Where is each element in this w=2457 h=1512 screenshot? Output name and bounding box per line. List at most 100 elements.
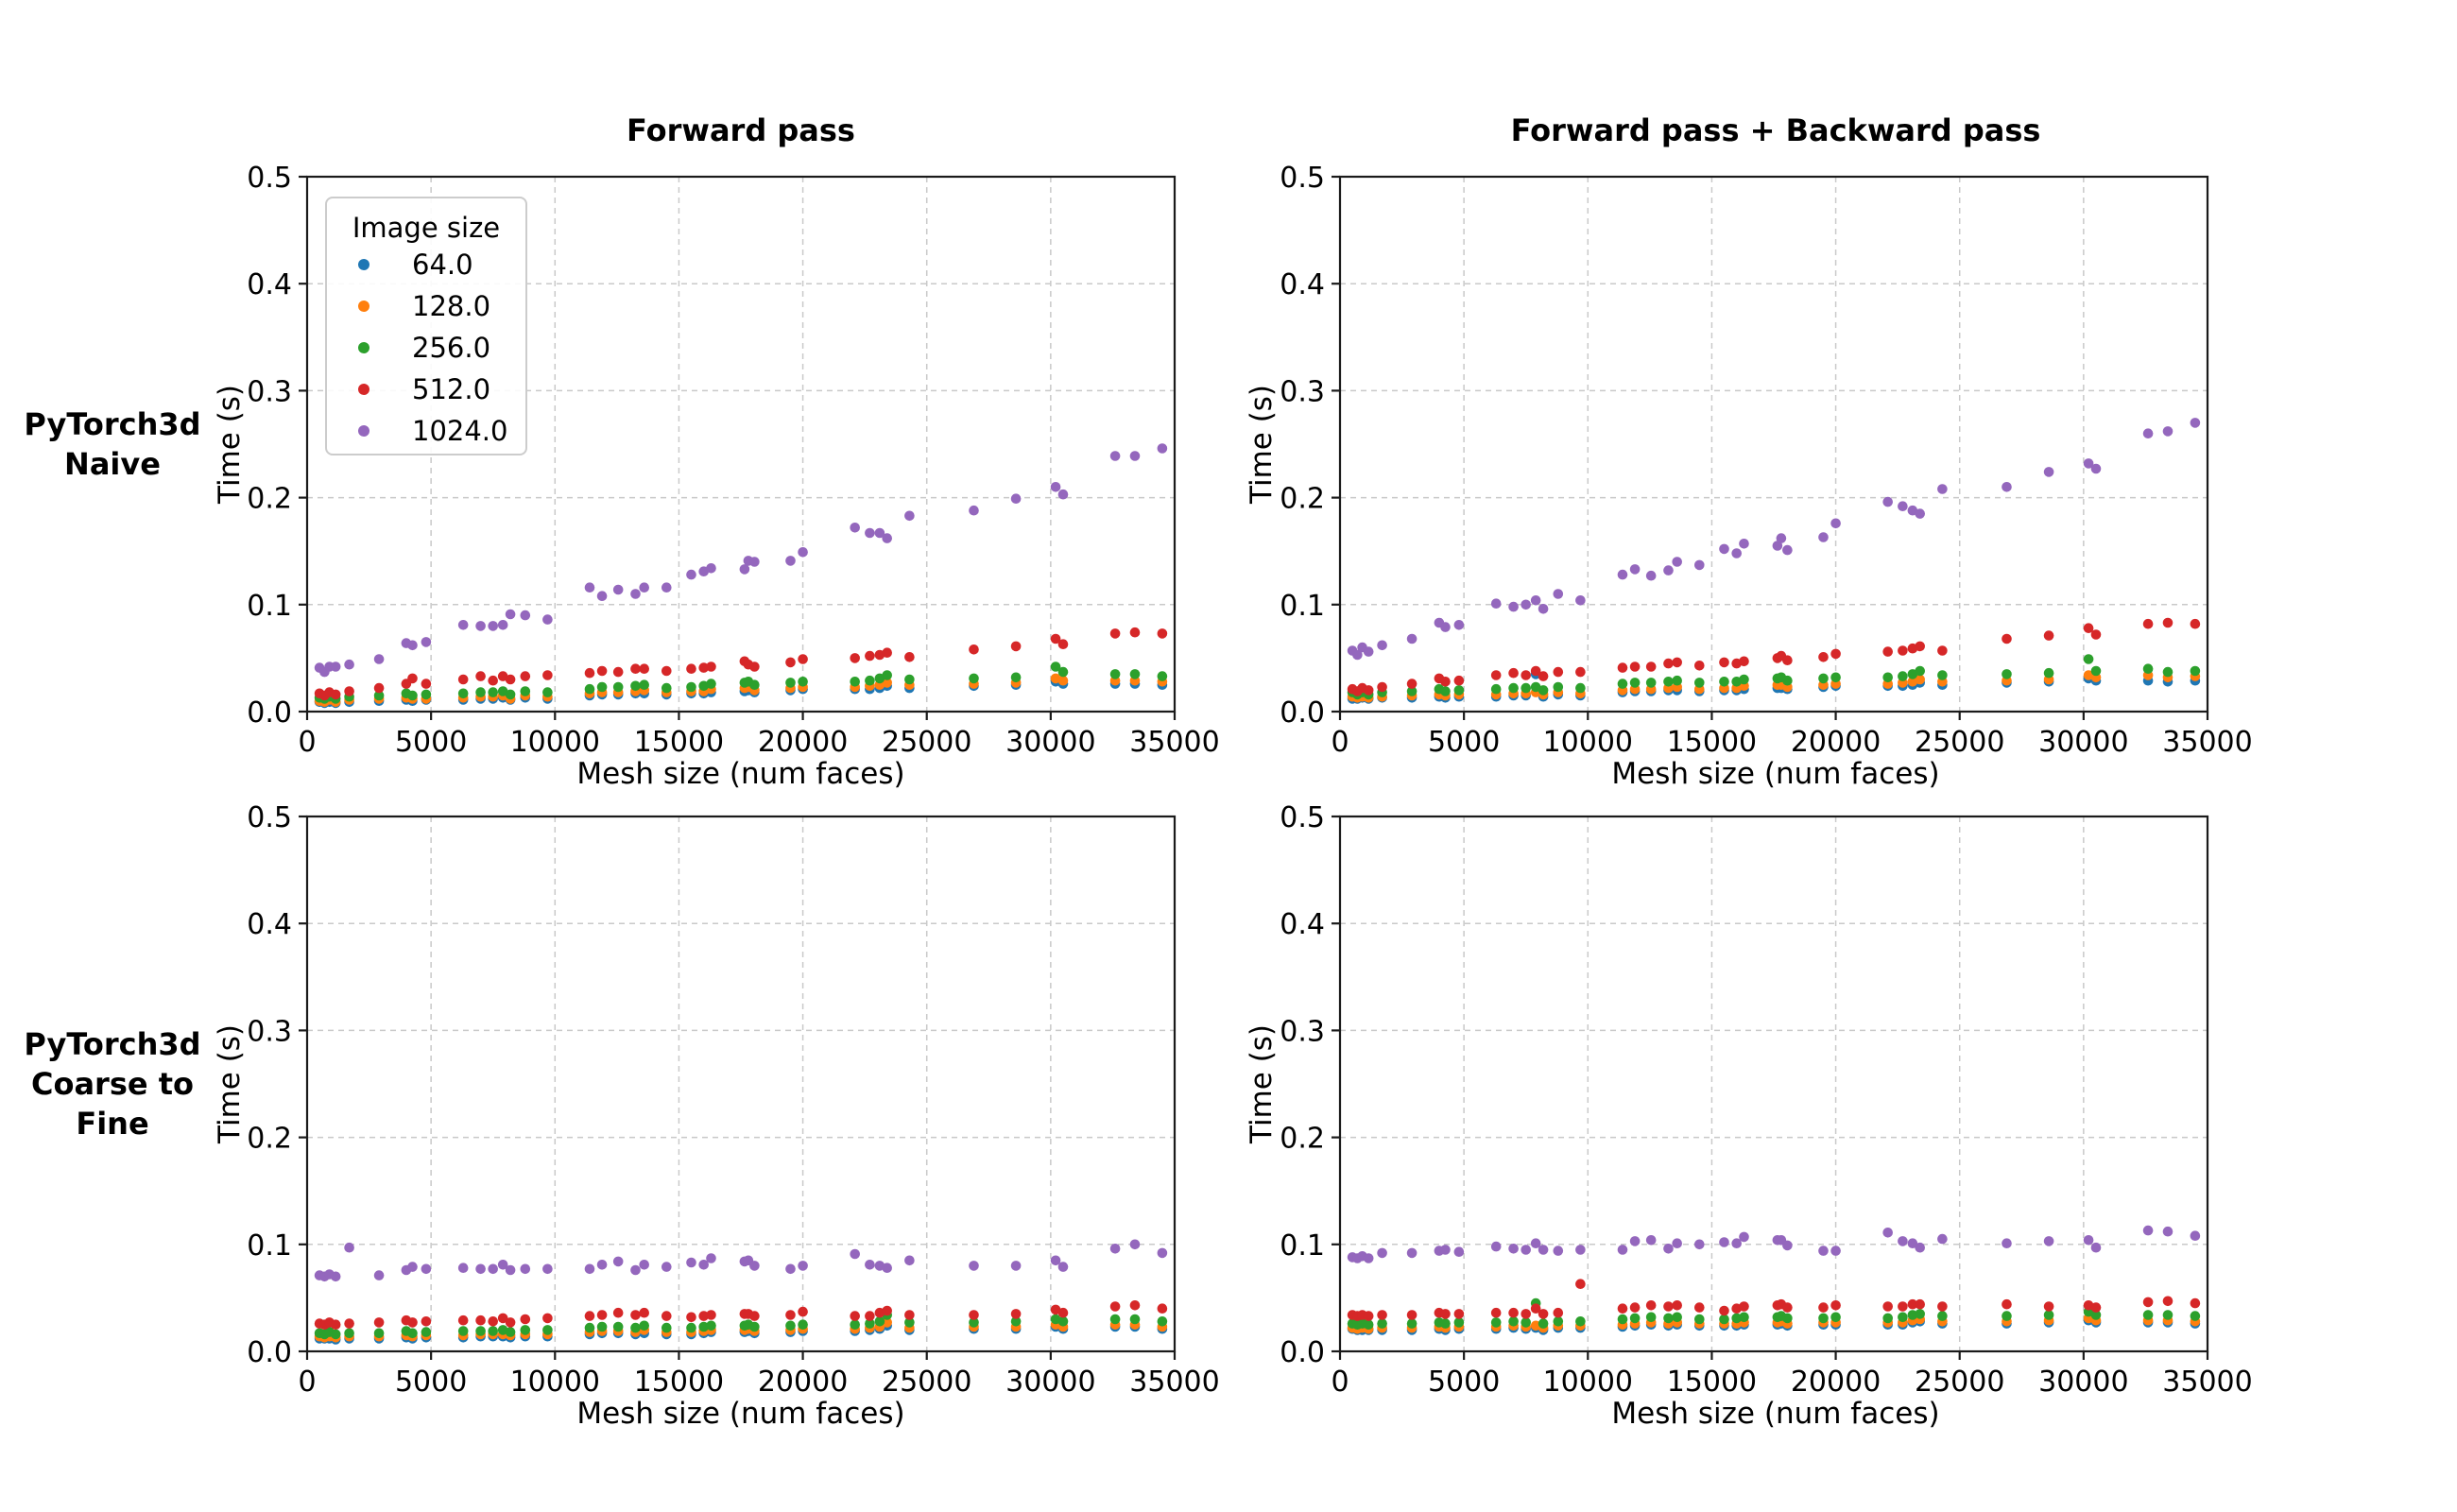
y-tick-label: 0.3 <box>247 375 292 408</box>
data-point <box>785 657 796 668</box>
data-point <box>1453 1246 1465 1257</box>
data-point <box>1538 685 1549 696</box>
data-point <box>785 678 796 688</box>
data-point <box>1440 677 1451 687</box>
series-512.0-points <box>1347 617 2201 696</box>
y-tick-label: 0.3 <box>247 1015 292 1048</box>
legend: Image size 64.0 128.0 256.0 512.0 1024.0 <box>325 197 527 455</box>
x-tick-label: 35000 <box>2162 1366 2252 1399</box>
data-point <box>1453 1317 1465 1328</box>
data-point <box>2002 633 2012 644</box>
data-point <box>1617 679 1628 689</box>
data-point <box>1719 677 1729 687</box>
data-point <box>630 589 641 599</box>
x-tick-label: 15000 <box>634 1366 724 1399</box>
data-point <box>1915 674 1925 685</box>
data-point <box>1645 570 1657 581</box>
series-1024.0-points <box>1347 1225 2201 1263</box>
x-tick-label: 15000 <box>1667 726 1757 759</box>
data-point <box>1898 671 1908 681</box>
data-point <box>865 1260 875 1270</box>
data-point <box>1157 1247 1168 1259</box>
y-tick-label: 0.1 <box>247 1229 292 1263</box>
data-point <box>1363 1311 1374 1321</box>
data-point <box>698 1321 709 1332</box>
data-point <box>457 688 469 699</box>
data-point <box>1830 1246 1841 1256</box>
data-point <box>542 1313 553 1324</box>
data-point <box>1508 1316 1519 1327</box>
data-point <box>2162 617 2174 628</box>
data-point <box>1508 1244 1519 1254</box>
y-tick-label: 0.2 <box>247 1123 292 1156</box>
data-point <box>1530 1238 1541 1248</box>
data-point <box>1629 564 1641 575</box>
data-point <box>497 1260 508 1270</box>
data-point <box>488 1263 498 1275</box>
data-point <box>457 1263 469 1273</box>
x-tick-label: 5000 <box>1428 1366 1500 1399</box>
plot-border <box>305 175 1177 713</box>
data-point <box>475 1314 486 1326</box>
data-point <box>612 1307 624 1318</box>
data-point <box>1453 1309 1465 1319</box>
data-point <box>630 1322 641 1333</box>
data-point <box>1818 532 1829 542</box>
data-point <box>2002 1311 2012 1321</box>
data-point <box>2190 665 2201 677</box>
data-point <box>1617 662 1628 673</box>
data-point <box>421 689 432 700</box>
data-point <box>1645 662 1657 672</box>
legend-item-label: 256.0 <box>412 332 491 364</box>
data-point <box>2043 1236 2054 1246</box>
data-point <box>749 662 760 672</box>
data-point <box>865 675 875 686</box>
data-point <box>2162 426 2174 437</box>
plot-border <box>1338 175 2209 713</box>
data-point <box>1363 1253 1374 1263</box>
data-point <box>969 1261 979 1271</box>
y-tick-label: 0.2 <box>1280 483 1325 516</box>
plot-border <box>305 815 1177 1353</box>
data-point <box>1739 1231 1749 1243</box>
plot-coarse-forward: 0 5000 10000 15000 20000 25000 30000 35000 0.0 0.… <box>247 801 1219 1399</box>
plot-naive-forward-backward: 0 5000 10000 15000 20000 25000 30000 35000 0.0 0.… <box>1280 162 2252 759</box>
x-tick-label: 20000 <box>758 726 848 759</box>
data-point <box>1157 671 1168 681</box>
data-point <box>584 1263 595 1275</box>
data-point <box>421 637 432 647</box>
x-tick-label: 20000 <box>1791 726 1881 759</box>
data-point <box>798 1261 808 1271</box>
data-point <box>1694 559 1705 571</box>
data-point <box>882 670 892 680</box>
x-tick-label: 25000 <box>882 1366 971 1399</box>
data-point <box>1406 1318 1418 1329</box>
row-label-naive: PyTorch3d Naive <box>24 406 201 482</box>
plot-naive-forward: 0 5000 10000 15000 20000 25000 30000 35000 0.0 0.… <box>247 162 1219 759</box>
data-point <box>798 654 808 664</box>
data-point <box>612 584 624 595</box>
data-point <box>330 662 341 672</box>
data-point <box>505 1317 516 1328</box>
data-point <box>1830 1312 1841 1323</box>
data-point <box>706 563 716 574</box>
y-tick-label: 0.3 <box>1280 1015 1325 1048</box>
data-point <box>542 687 553 697</box>
legend-item-label: 64.0 <box>412 249 473 281</box>
legend-item-512: 512.0 <box>327 369 525 410</box>
data-point <box>407 640 418 651</box>
y-axis-label-bottom-left: Time (s) <box>213 1023 247 1144</box>
data-point <box>1645 1312 1657 1323</box>
data-point <box>1377 1310 1387 1320</box>
data-point <box>330 689 341 700</box>
series-256.0-points <box>314 1310 1168 1340</box>
y-tick-label: 0.4 <box>1280 268 1325 301</box>
data-point <box>1776 533 1787 543</box>
data-point <box>505 609 516 620</box>
x-tick-label: 35000 <box>1129 1366 1219 1399</box>
data-point <box>1663 658 1674 669</box>
data-point <box>798 547 808 558</box>
data-point <box>1818 1313 1829 1324</box>
data-point <box>1694 678 1705 688</box>
data-point <box>344 659 354 670</box>
